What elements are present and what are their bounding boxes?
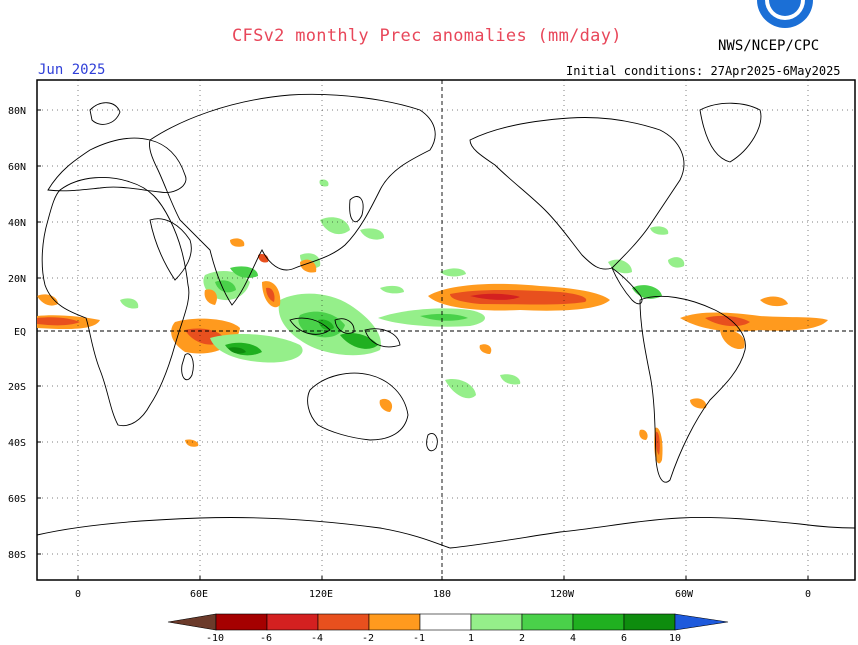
colorbar-bin	[215, 613, 268, 631]
colorbar-bin	[266, 613, 319, 631]
latitude-labels: 80N 60N 40N 20N EQ 20S 40S 60S 80S	[8, 106, 26, 561]
colorbar-label: -1	[413, 633, 425, 644]
colorbar-low-arrow	[167, 613, 217, 631]
lat-label: 80S	[8, 550, 26, 561]
grid-lines	[37, 80, 855, 580]
coastlines	[36, 93, 856, 549]
organization-label: NWS/NCEP/CPC	[718, 38, 820, 54]
forecast-month: Jun 2025	[38, 62, 106, 78]
lon-label: 60W	[675, 589, 694, 600]
colorbar-high-arrow	[674, 613, 729, 631]
colorbar-bin	[368, 613, 421, 631]
lat-label: EQ	[14, 327, 26, 338]
lon-label: 0	[75, 589, 81, 600]
colorbar-label: -6	[260, 633, 272, 644]
colorbar-label: 10	[669, 633, 681, 644]
colorbar-label: 4	[570, 633, 576, 644]
lat-label: 60N	[8, 162, 26, 173]
lon-label: 60E	[190, 589, 208, 600]
colorbar-label: -4	[311, 633, 323, 644]
colorbar-label: 2	[519, 633, 525, 644]
lon-label: 180	[433, 589, 451, 600]
colorbar-label: -2	[362, 633, 374, 644]
initial-conditions: Initial conditions: 27Apr2025-6May2025	[566, 64, 841, 78]
lat-label: 20N	[8, 274, 26, 285]
noaa-logo-icon	[757, 0, 813, 28]
colorbar-bin	[521, 613, 574, 631]
colorbar-bin	[623, 613, 676, 631]
lat-label: 80N	[8, 106, 26, 117]
colorbar-bin	[470, 613, 523, 631]
colorbar-bin	[572, 613, 625, 631]
longitude-labels: 0 60E 120E 180 120W 60W 0	[75, 589, 811, 600]
colorbar-label: 6	[621, 633, 627, 644]
chart-title: CFSv2 monthly Prec anomalies (mm/day)	[232, 26, 622, 46]
lon-label: 120W	[550, 589, 575, 600]
colorbar-label: 1	[468, 633, 474, 644]
lat-label: 20S	[8, 382, 26, 393]
lon-ticks	[77, 576, 809, 580]
lon-label: 0	[805, 589, 811, 600]
lat-label: 60S	[8, 494, 26, 505]
lat-label: 40N	[8, 218, 26, 229]
lon-label: 120E	[309, 589, 333, 600]
lat-ticks	[37, 109, 41, 555]
colorbar-bin	[317, 613, 370, 631]
colorbar-bin	[419, 613, 472, 631]
colorbar: -10 -6 -4 -2 -1 1 2 4 6 10	[167, 613, 729, 644]
lat-label: 40S	[8, 438, 26, 449]
colorbar-label: -10	[206, 633, 224, 644]
